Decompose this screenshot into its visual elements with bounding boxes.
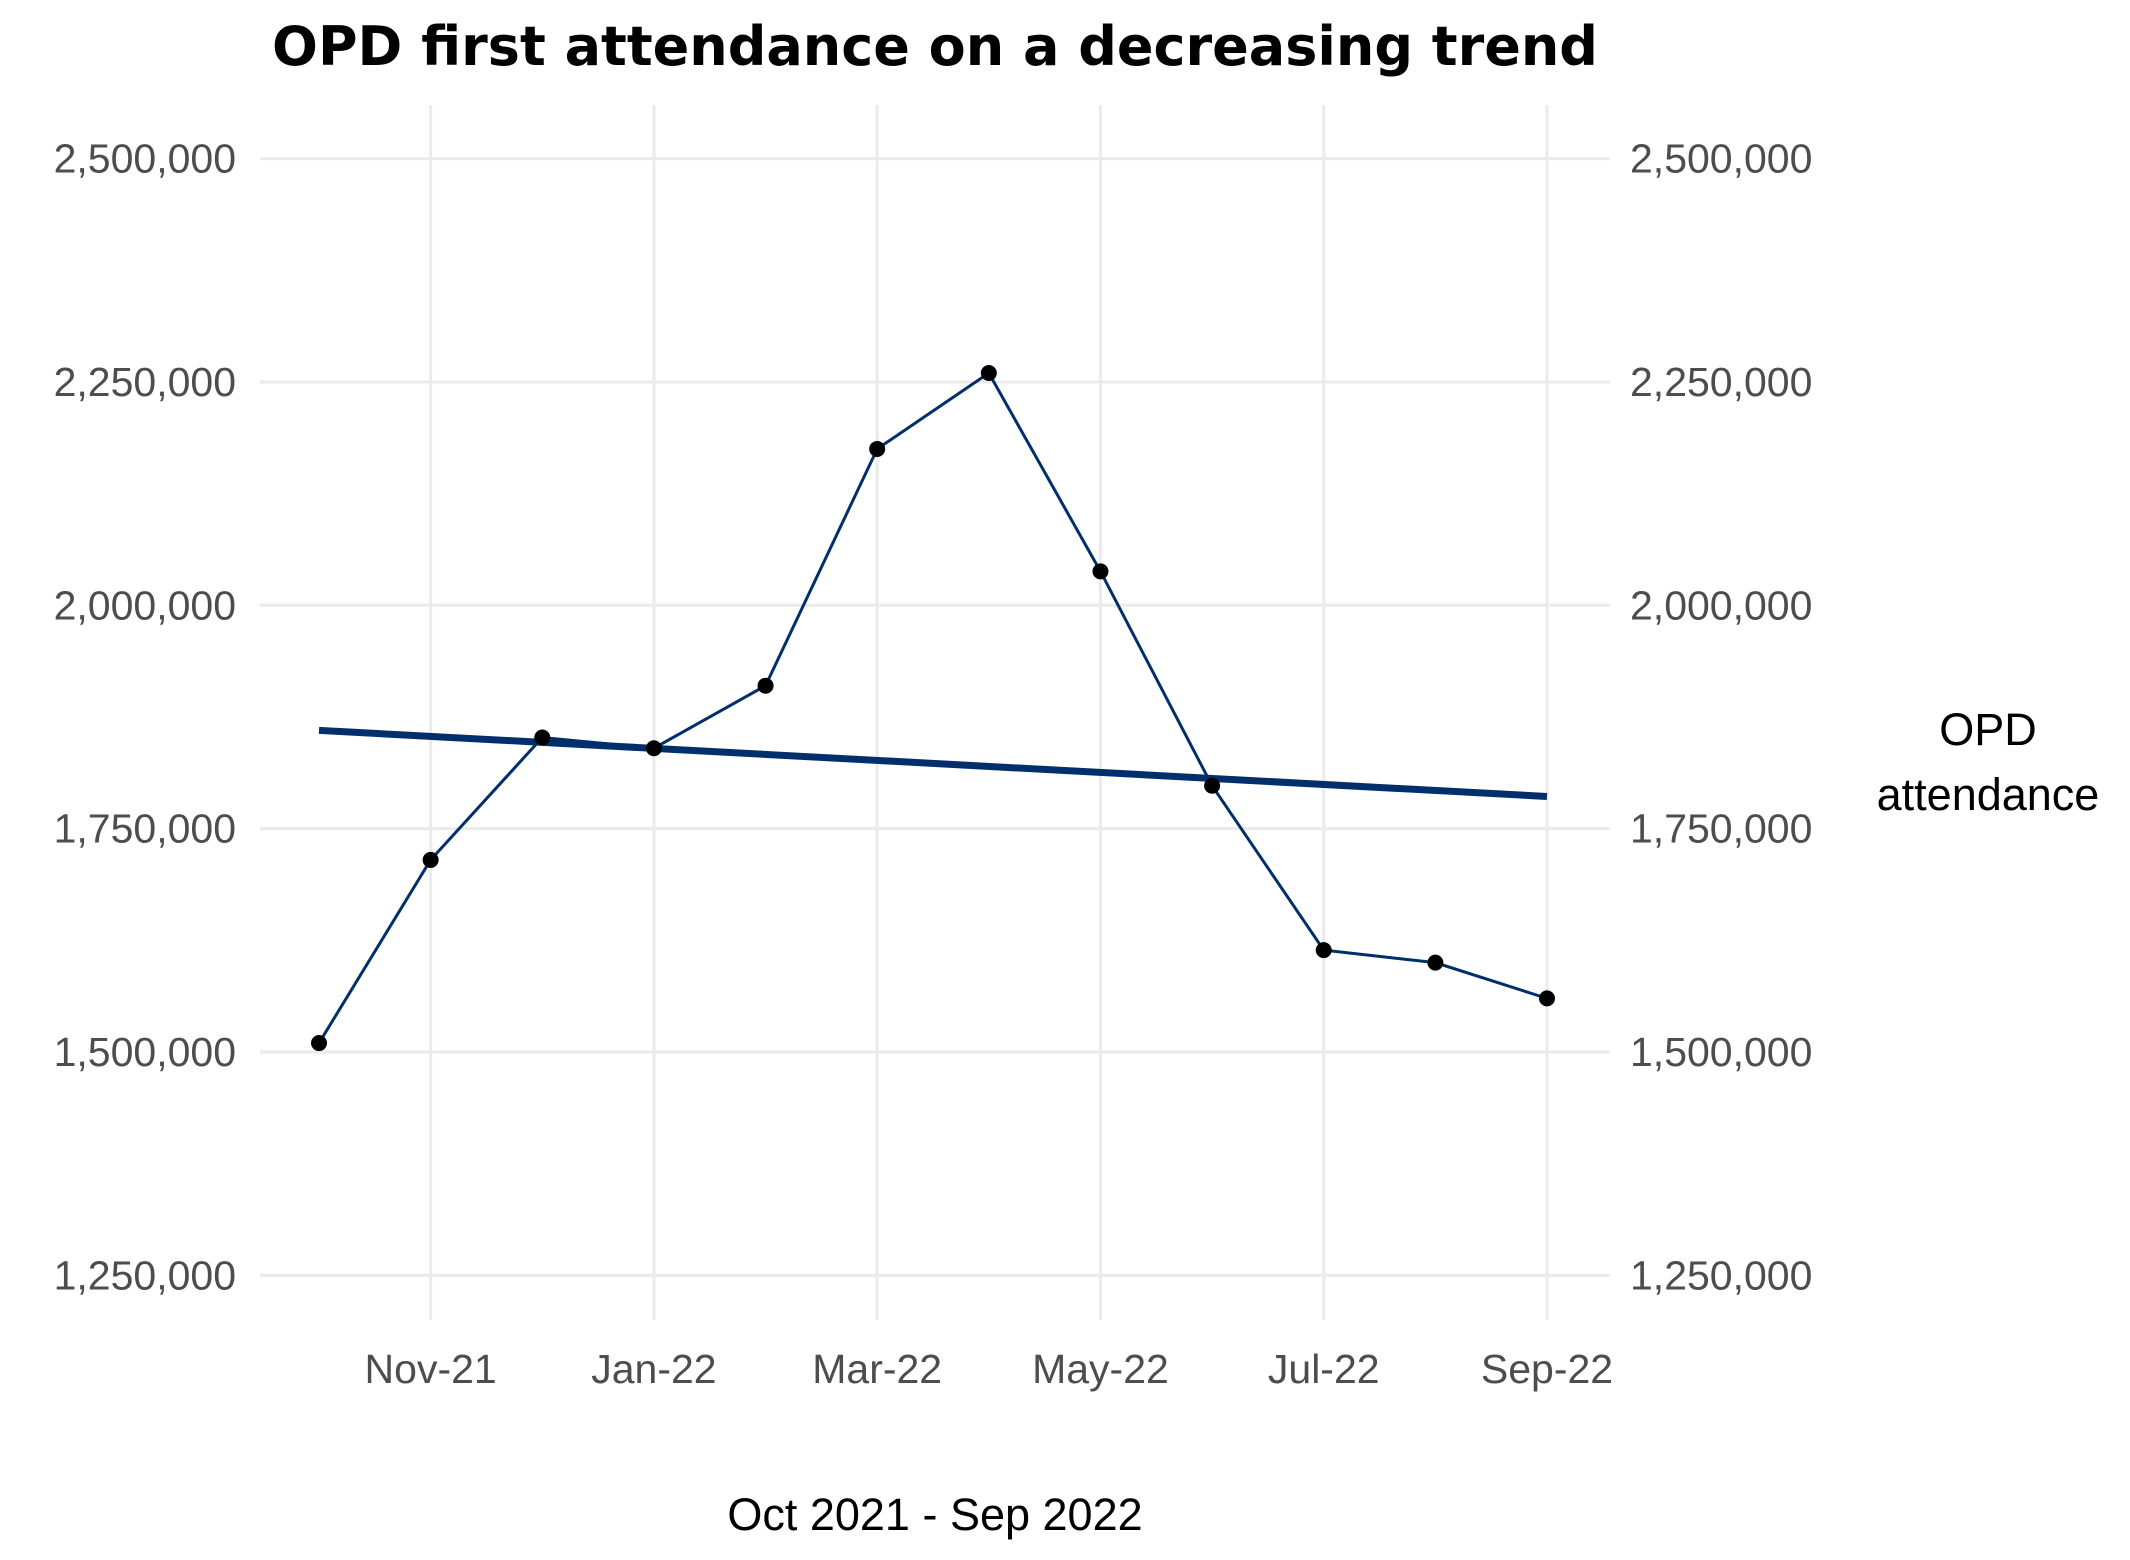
- x-axis-labels: Nov-21 Jan-22 Mar-22 May-22 Jul-22 Sep-22: [365, 1346, 1614, 1392]
- data-point-Oct-21: [311, 1035, 327, 1052]
- data-point-Nov-21: [422, 851, 439, 868]
- y-tick-label-right-5: 2,500,000: [1630, 136, 1812, 182]
- y-tick-label-right-2: 1,750,000: [1630, 806, 1812, 852]
- x-tick-label-5: Sep-22: [1481, 1346, 1613, 1392]
- data-point-Feb-22: [757, 677, 774, 694]
- y-tick-label-right-1: 1,500,000: [1630, 1029, 1812, 1075]
- y-tick-label-right-4: 2,250,000: [1630, 359, 1812, 405]
- y-axis-right-labels: 1,250,000 1,500,000 1,750,000 2,000,000 2,25…: [1630, 136, 1812, 1299]
- y-tick-label-right-0: 1,250,000: [1630, 1252, 1812, 1298]
- y-tick-label-left-1: 1,500,000: [54, 1029, 236, 1075]
- series-line-0: [317, 370, 1548, 1044]
- y-tick-label-left-3: 2,000,000: [54, 582, 236, 628]
- y-tick-label-left-4: 2,250,000: [54, 359, 236, 405]
- trend-group: [318, 726, 1548, 800]
- points-group: [311, 365, 1555, 1052]
- y-tick-label-left-0: 1,250,000: [54, 1252, 236, 1298]
- data-point-May-22: [1092, 563, 1109, 580]
- x-tick-label-3: May-22: [1032, 1346, 1169, 1392]
- series-group: [317, 370, 1548, 1044]
- x-tick-label-4: Jul-22: [1268, 1346, 1380, 1392]
- x-tick-label-2: Mar-22: [812, 1346, 942, 1392]
- chart-title: OPD first attendance on a decreasing tre…: [272, 15, 1598, 78]
- y-axis-right-title-line2: attendance: [1877, 769, 2100, 820]
- y-axis-left-labels: 1,250,000 1,500,000 1,750,000 2,000,000 2,25…: [54, 136, 236, 1299]
- data-point-Mar-22: [869, 440, 886, 457]
- data-point-Aug-22: [1427, 954, 1444, 971]
- y-axis-right-title-line1: OPD: [1939, 704, 2037, 755]
- data-point-Sep-22: [1539, 990, 1555, 1007]
- data-point-Apr-22: [980, 365, 997, 382]
- data-point-Jul-22: [1315, 942, 1332, 959]
- y-tick-label-right-3: 2,000,000: [1630, 582, 1812, 628]
- data-point-Jan-22: [645, 740, 662, 757]
- y-tick-label-left-2: 1,750,000: [54, 806, 236, 852]
- x-axis-title: Oct 2021 - Sep 2022: [727, 1489, 1142, 1540]
- x-tick-label-1: Jan-22: [591, 1346, 716, 1392]
- y-tick-label-left-5: 2,500,000: [54, 136, 236, 182]
- x-tick-label-0: Nov-21: [365, 1346, 497, 1392]
- data-point-Jun-22: [1204, 777, 1221, 794]
- trend-line: [318, 726, 1548, 800]
- data-point-Dec-21: [534, 729, 551, 746]
- grid: [260, 105, 1610, 1320]
